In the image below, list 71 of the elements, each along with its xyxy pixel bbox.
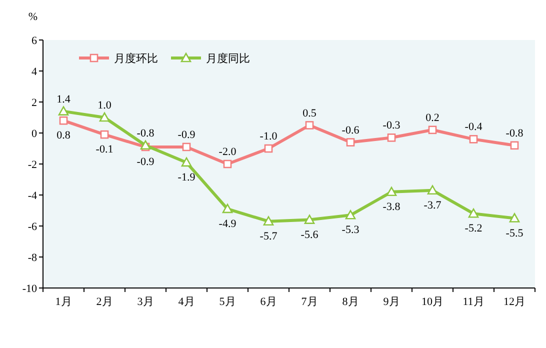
y-tick-label: 0 [32,128,38,140]
point [140,140,151,150]
y-tick-label: -8 [28,252,38,264]
data-label: 0.5 [302,107,317,120]
data-label: -0.3 [382,120,401,132]
point [263,216,274,226]
point [510,141,519,150]
data-label: -0.9 [136,156,155,168]
y-tick-label: -4 [28,190,38,202]
data-label: -0.1 [96,144,114,156]
x-tick-label: 6月 [260,296,277,308]
x-tick-label: 12月 [504,296,526,308]
point [304,214,315,224]
point [305,121,314,130]
data-label: 1.4 [56,93,71,106]
x-tick-label: 9月 [383,296,400,308]
y-tick-label: -2 [28,159,37,171]
x-tick-label: 5月 [219,296,236,308]
x-tick-label: 10月 [422,296,444,308]
data-label: -2.0 [218,146,237,158]
data-label: -0.6 [342,124,360,136]
data-label: -1.9 [178,171,196,184]
x-tick-label: 11月 [462,296,484,308]
data-label: 1.0 [98,100,112,112]
data-label: -5.5 [506,227,524,240]
point [428,126,437,134]
legend-label: 月度环比 [114,52,158,65]
point [387,134,396,142]
x-tick-label: 4月 [178,296,195,308]
point [222,204,233,214]
data-label: -0.8 [136,127,155,140]
legend-label: 月度同比 [206,52,250,65]
y-tick-label: 4 [32,66,38,78]
point [58,106,69,116]
y-axis-title: % [28,11,38,23]
point [386,186,397,196]
data-label: -5.2 [464,222,482,235]
y-tick-label: 6 [32,35,38,47]
y-tick-label: 2 [32,97,37,109]
point [468,208,479,218]
x-tick-label: 3月 [137,296,154,308]
point [181,157,192,167]
point [345,210,356,220]
data-label: -3.7 [424,199,442,212]
point [469,135,478,144]
data-label: -0.4 [464,121,483,134]
data-label: -3.8 [382,200,401,213]
data-label: 0.2 [426,112,440,124]
x-tick-label: 2月 [96,296,113,308]
point [182,142,191,152]
data-label: -0.8 [506,127,524,140]
data-label: -4.9 [218,218,237,230]
point [100,130,109,139]
data-label: -5.3 [342,224,360,236]
x-tick-label: 7月 [301,296,318,308]
data-label: -1.0 [260,130,278,142]
point [427,185,438,194]
point [509,213,520,222]
data-label: -5.6 [300,228,319,241]
x-tick-label: 1月 [55,296,72,308]
data-label: -5.7 [260,230,278,242]
y-tick-label: -10 [22,283,38,295]
point [223,160,232,168]
y-tick-label: -6 [28,221,38,233]
x-tick-label: 8月 [342,296,359,308]
point [59,116,68,125]
point [99,112,110,122]
point [264,144,273,153]
data-label: 0.8 [56,130,71,142]
point [346,138,355,146]
data-label: -0.9 [178,128,196,141]
